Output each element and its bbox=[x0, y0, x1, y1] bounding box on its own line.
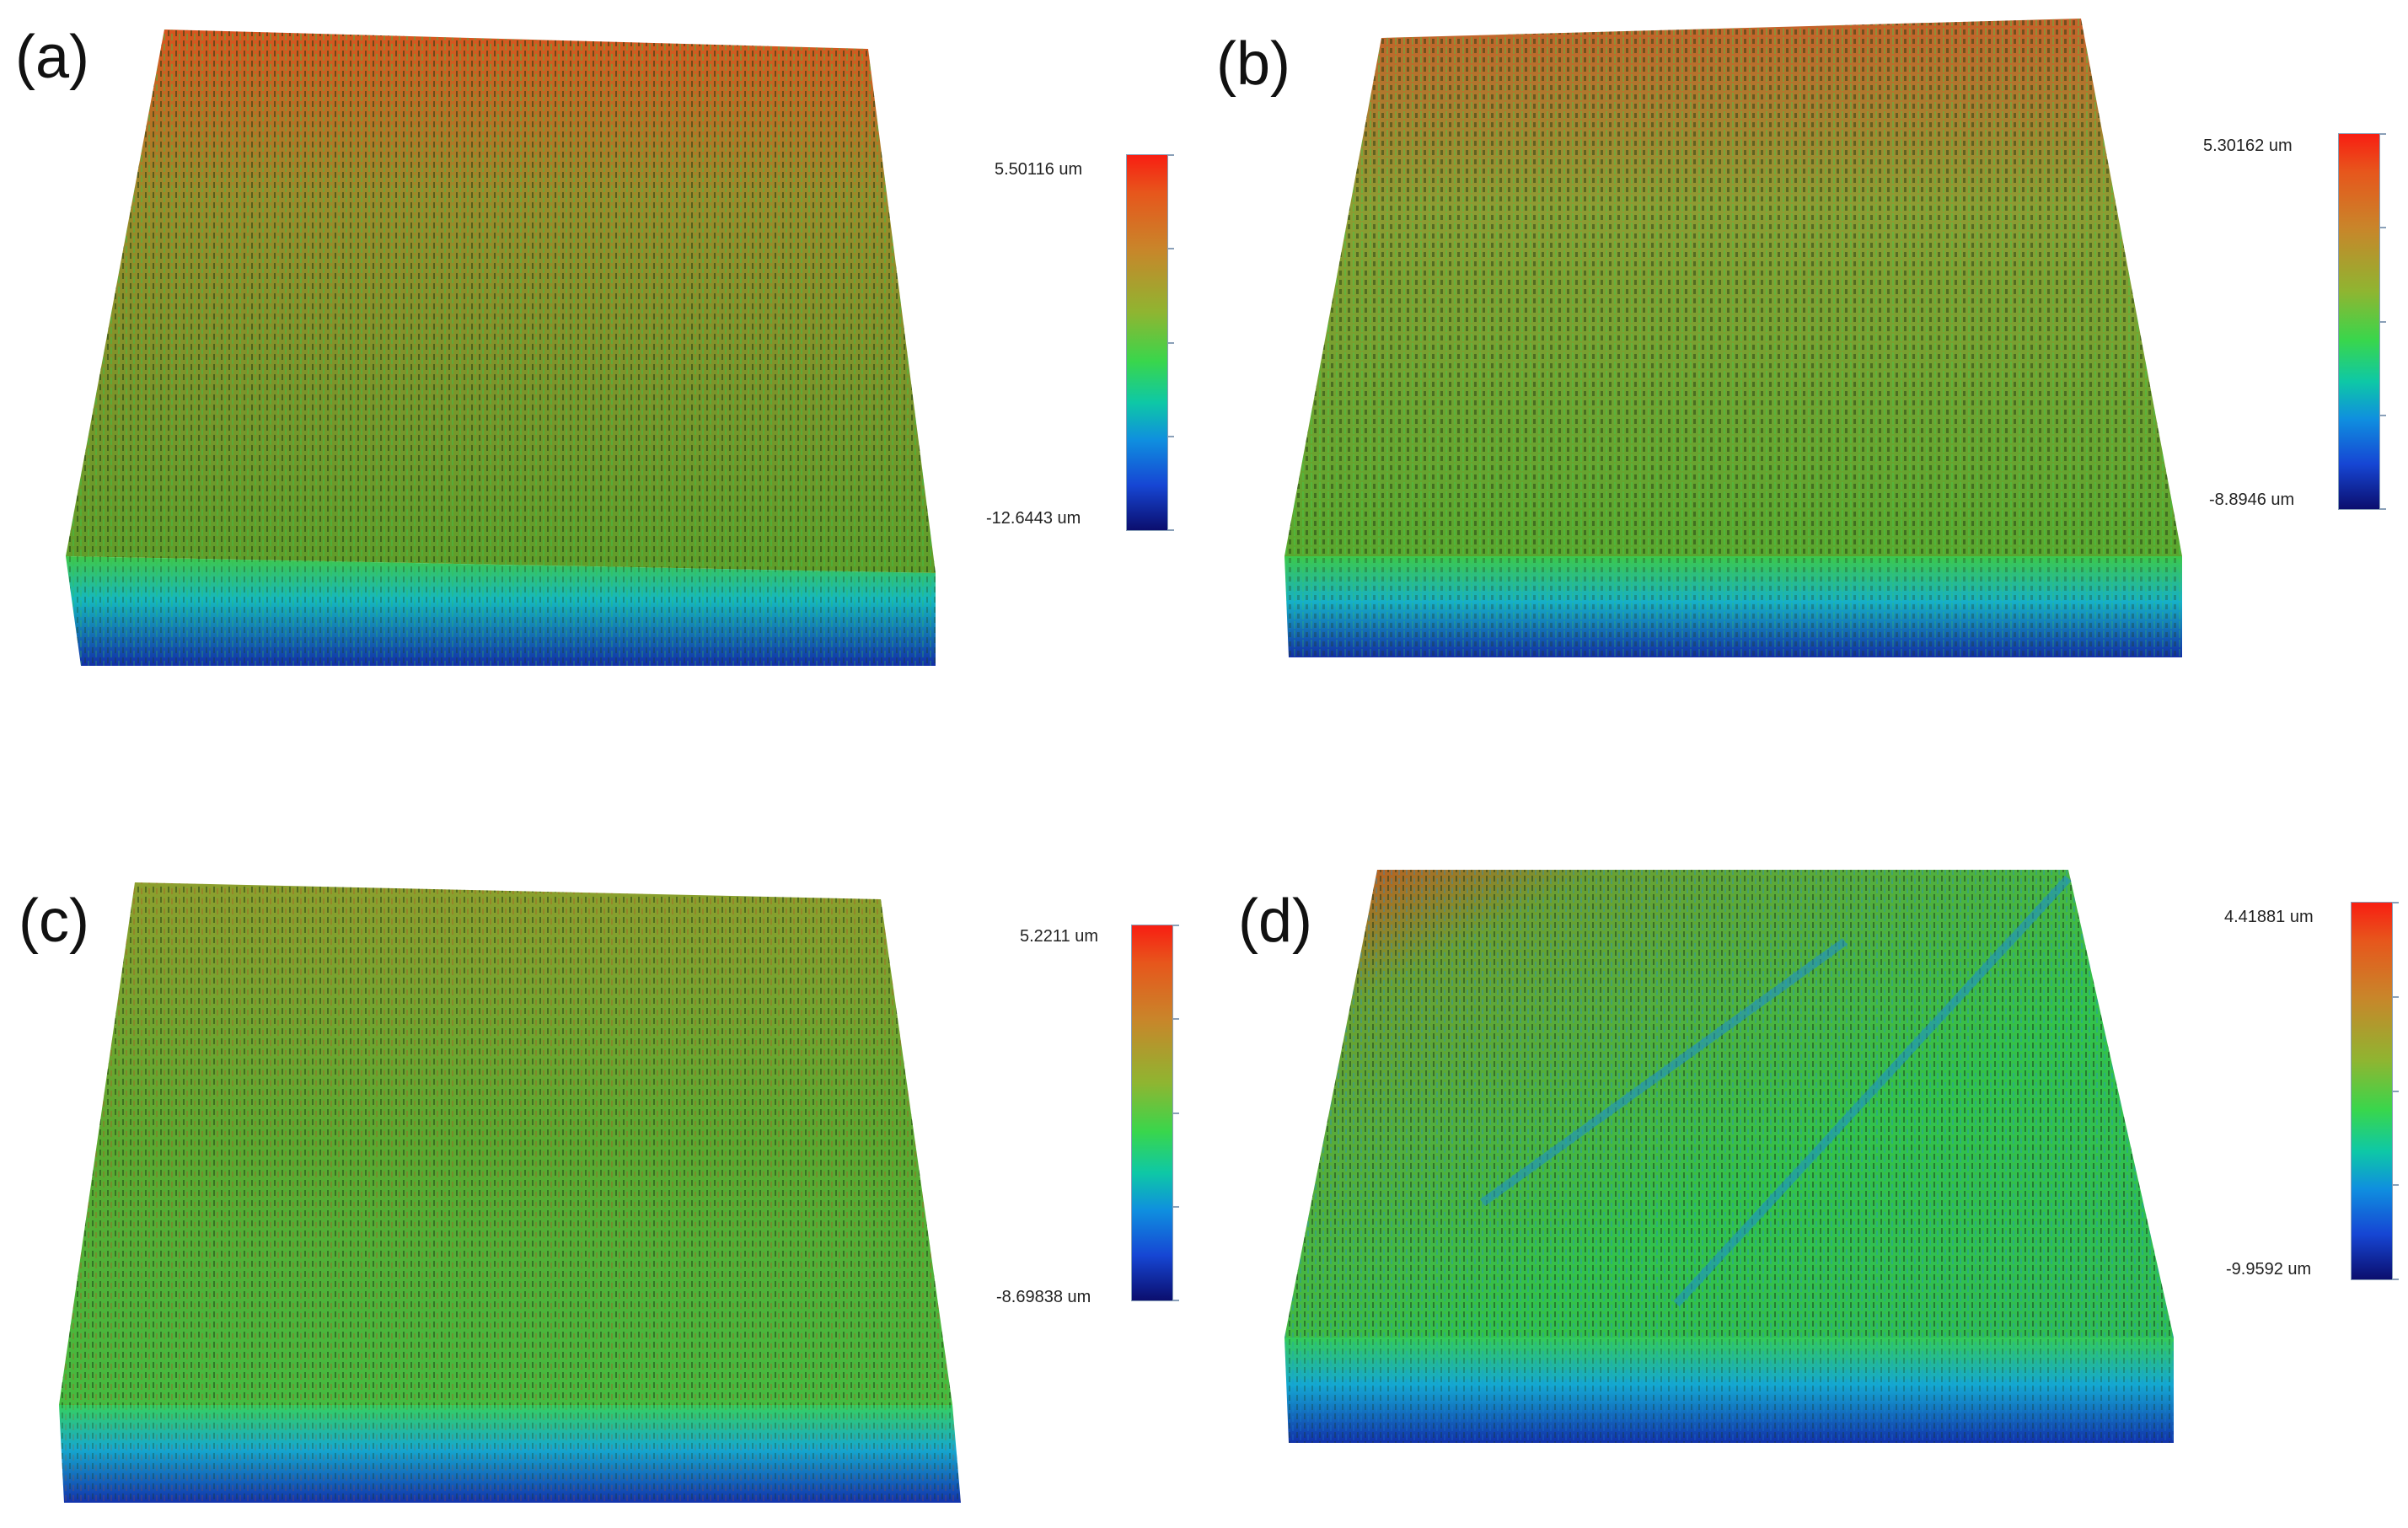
scale-max-d: 4.41881 um bbox=[2224, 908, 2314, 926]
panel-d: (d) 4.41881 um -9.9592 um bbox=[1204, 764, 2408, 1528]
color-scale-c bbox=[1131, 925, 1173, 1301]
surface-plot-b bbox=[1284, 19, 2182, 657]
scale-tick bbox=[2393, 995, 2399, 998]
scale-tick bbox=[2393, 1184, 2399, 1187]
panel-b: (b) 5.30162 um -8.8946 um bbox=[1204, 0, 2408, 764]
scale-tick bbox=[2393, 1090, 2399, 1092]
scale-tick bbox=[1173, 1205, 1179, 1208]
scale-tick bbox=[1173, 1112, 1179, 1114]
scale-tick bbox=[1173, 1018, 1179, 1021]
scale-tick bbox=[2393, 1279, 2399, 1280]
scale-min-b: -8.8946 um bbox=[2209, 491, 2295, 509]
surface-plot-c bbox=[59, 882, 961, 1503]
scale-min-c: -8.69838 um bbox=[996, 1288, 1091, 1306]
scale-max-c: 5.2211 um bbox=[1020, 927, 1099, 946]
scale-min-a: -12.6443 um bbox=[986, 509, 1081, 528]
scale-tick bbox=[1168, 248, 1174, 250]
surface-plot-d bbox=[1284, 870, 2174, 1443]
scale-tick bbox=[2380, 133, 2386, 135]
color-scale-d bbox=[2351, 902, 2393, 1280]
scale-tick bbox=[2380, 227, 2386, 229]
scale-max-b: 5.30162 um bbox=[2203, 137, 2293, 155]
scale-tick bbox=[1168, 341, 1174, 344]
scale-tick bbox=[2393, 902, 2399, 903]
scale-tick bbox=[1168, 435, 1174, 437]
panel-label-d: (d) bbox=[1238, 887, 1312, 955]
panel-label-a: (a) bbox=[15, 24, 89, 91]
panel-label-c: (c) bbox=[19, 887, 89, 955]
scale-max-a: 5.50116 um bbox=[995, 160, 1083, 179]
panel-a: (a) 5.50116 um -12.6443 um bbox=[0, 0, 1204, 764]
panel-label-b: (b) bbox=[1216, 30, 1290, 98]
scale-min-d: -9.9592 um bbox=[2226, 1260, 2312, 1279]
scale-tick bbox=[2380, 414, 2386, 416]
panel-c: (c) 5.2211 um -8.69838 um bbox=[0, 764, 1204, 1528]
color-scale-a bbox=[1126, 154, 1168, 531]
scale-tick bbox=[2380, 508, 2386, 510]
scale-tick bbox=[1168, 529, 1174, 531]
surface-plot-a bbox=[66, 29, 936, 666]
scale-tick bbox=[2380, 320, 2386, 323]
scale-tick bbox=[1173, 1300, 1179, 1301]
scale-tick bbox=[1168, 154, 1174, 156]
color-scale-b bbox=[2338, 133, 2380, 510]
scale-tick bbox=[1173, 925, 1179, 926]
